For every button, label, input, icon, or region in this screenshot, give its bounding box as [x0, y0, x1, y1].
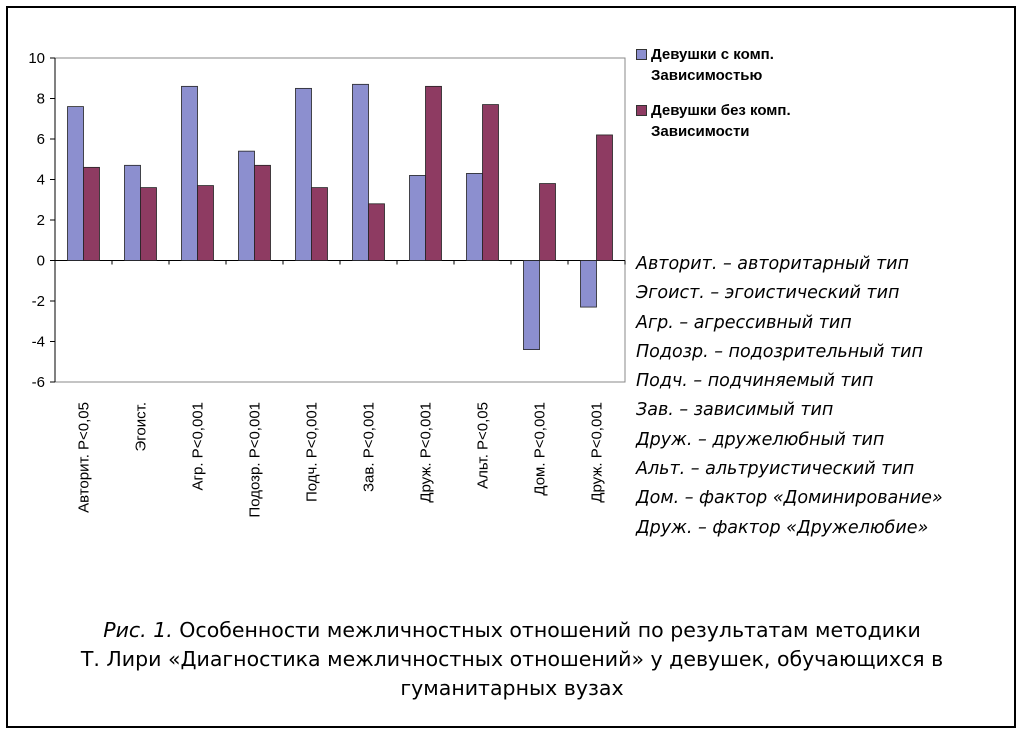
- abbreviation-item: Дом. – фактор «Доминирование»: [636, 488, 943, 509]
- y-tick-label: -4: [32, 334, 45, 351]
- abbreviation-item: Авторит. – авторитарный тип: [636, 254, 909, 274]
- bar: [197, 185, 214, 261]
- abbreviation-list: Авторит. – авторитарный тип Эгоист. – эго…: [636, 250, 943, 543]
- x-tick-label: Друж. P<0,001: [418, 402, 435, 503]
- y-tick-label: 4: [37, 172, 45, 189]
- caption-label: Рис. 1.: [103, 618, 173, 642]
- bar: [83, 166, 100, 261]
- caption-text: Особенности межличностных отношений по р…: [172, 618, 921, 642]
- y-tick-label: -2: [32, 293, 45, 310]
- y-tick-label: 0: [37, 253, 45, 270]
- abbreviation-item: Подозр. – подозрительный тип: [636, 341, 923, 362]
- bar: [368, 203, 385, 261]
- legend-item-without-dependency: Девушки без комп. Зависимости: [636, 100, 791, 142]
- legend-label: Девушки с комп.: [651, 46, 774, 63]
- bar: [124, 164, 141, 261]
- legend-label: Зависимостью: [651, 67, 763, 84]
- bar: [238, 150, 255, 261]
- bar: [466, 173, 483, 261]
- legend-swatch: [636, 49, 647, 60]
- abbreviation-item: Друж. – дружелюбный тип: [636, 429, 885, 450]
- bar: [425, 85, 442, 261]
- x-tick-label: Зав. P<0,001: [361, 402, 378, 492]
- y-tick-label: 10: [28, 50, 45, 67]
- bar: [311, 187, 328, 261]
- bar: [539, 183, 556, 261]
- legend-swatch: [636, 105, 647, 116]
- abbreviation-item: Агр. – агрессивный тип: [636, 312, 852, 333]
- bar: [67, 106, 84, 261]
- abbreviation-item: Подч. – подчиняемый тип: [636, 371, 874, 392]
- bar: [596, 134, 613, 261]
- abbreviation-item: Зав. – зависимый тип: [636, 400, 834, 421]
- bar: [181, 85, 198, 261]
- bar: [409, 175, 426, 261]
- x-tick-label: Эгоист.: [133, 402, 150, 452]
- x-tick-label: Альт. P<0,05: [475, 402, 492, 489]
- bar: [140, 187, 157, 261]
- x-tick-label: Друж. P<0,001: [589, 402, 606, 503]
- legend-label: Девушки без комп.: [651, 102, 791, 119]
- legend-label: Зависимости: [651, 123, 750, 140]
- figure-caption: Рис. 1. Особенности межличностных отноше…: [20, 616, 1004, 703]
- figure-frame: [6, 6, 1016, 728]
- bar: [352, 83, 369, 261]
- bar: [295, 87, 312, 261]
- legend-item-with-dependency: Девушки с комп. Зависимостью: [636, 44, 791, 86]
- x-tick-label: Дом. P<0,001: [532, 402, 549, 496]
- bar: [254, 164, 271, 261]
- y-tick-label: 6: [37, 131, 45, 148]
- caption-text: гуманитарных вузах: [400, 676, 624, 700]
- abbreviation-item: Эгоист. – эгоистический тип: [636, 283, 900, 304]
- legend: Девушки с комп. Зависимостью Девушки без …: [636, 44, 791, 156]
- bar: [523, 260, 540, 350]
- x-tick-label: Подч. P<0,001: [304, 402, 321, 502]
- x-tick-label: Авторит. P<0,05: [76, 402, 93, 513]
- y-tick-label: 8: [37, 91, 45, 108]
- abbreviation-item: Друж. – фактор «Дружелюбие»: [636, 517, 929, 538]
- x-tick-label: Подозр. P<0,001: [247, 402, 264, 518]
- abbreviation-item: Альт. – альтруистический тип: [636, 459, 915, 480]
- bar: [482, 104, 499, 261]
- caption-text: Т. Лири «Диагностика межличностных отнош…: [80, 647, 944, 671]
- y-tick-label: -6: [32, 374, 45, 391]
- y-tick-label: 2: [37, 212, 45, 229]
- bar: [580, 260, 597, 308]
- x-tick-label: Агр. P<0,001: [190, 402, 207, 490]
